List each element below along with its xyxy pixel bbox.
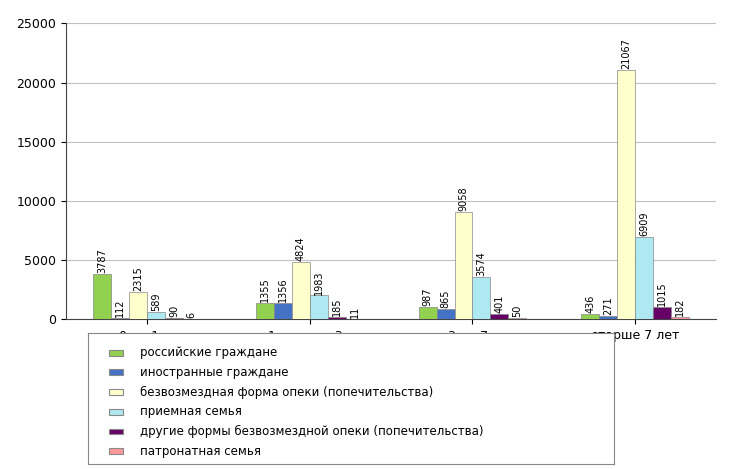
- Bar: [436, 309, 455, 319]
- Text: 4824: 4824: [296, 236, 306, 261]
- Bar: [256, 303, 274, 319]
- Text: 3574: 3574: [477, 251, 486, 276]
- FancyBboxPatch shape: [109, 350, 123, 356]
- Bar: [147, 312, 165, 319]
- Bar: [165, 318, 183, 319]
- Text: патронатная семья: патронатная семья: [140, 445, 262, 458]
- Bar: [653, 307, 671, 319]
- Text: 2315: 2315: [133, 266, 143, 291]
- Text: 987: 987: [423, 288, 433, 306]
- Bar: [292, 262, 310, 319]
- Bar: [94, 274, 111, 319]
- Bar: [508, 318, 526, 319]
- Bar: [111, 318, 129, 319]
- FancyBboxPatch shape: [109, 370, 123, 375]
- Text: 50: 50: [512, 305, 522, 318]
- FancyBboxPatch shape: [109, 429, 123, 434]
- Bar: [472, 277, 491, 319]
- Text: 1355: 1355: [260, 277, 270, 302]
- Text: 3787: 3787: [97, 249, 107, 273]
- Text: приемная семья: приемная семья: [140, 405, 242, 418]
- Text: 6: 6: [187, 312, 197, 318]
- Text: 182: 182: [675, 297, 685, 316]
- Bar: [617, 70, 635, 319]
- Bar: [491, 314, 508, 319]
- Text: 1015: 1015: [657, 281, 667, 306]
- Text: 865: 865: [441, 289, 450, 308]
- Bar: [455, 212, 472, 319]
- Text: другие формы безвозмездной опеки (попечительства): другие формы безвозмездной опеки (попечи…: [140, 425, 484, 438]
- Text: 1356: 1356: [278, 277, 288, 302]
- Text: 185: 185: [332, 297, 341, 316]
- Text: безвозмездная форма опеки (попечительства): безвозмездная форма опеки (попечительств…: [140, 386, 433, 399]
- Text: 271: 271: [603, 296, 613, 315]
- Bar: [581, 314, 599, 319]
- Text: 21067: 21067: [621, 38, 631, 69]
- Bar: [635, 237, 653, 319]
- Bar: [599, 316, 617, 319]
- Bar: [310, 295, 327, 319]
- FancyBboxPatch shape: [109, 409, 123, 415]
- Bar: [671, 317, 689, 319]
- Text: 589: 589: [151, 293, 161, 311]
- Text: 436: 436: [586, 295, 595, 313]
- Bar: [419, 307, 436, 319]
- Text: российские граждане: российские граждане: [140, 346, 278, 359]
- Text: 112: 112: [115, 298, 125, 317]
- Text: 11: 11: [349, 306, 360, 318]
- Text: 1983: 1983: [314, 270, 324, 295]
- Bar: [129, 292, 147, 319]
- FancyBboxPatch shape: [109, 448, 123, 454]
- Bar: [327, 317, 346, 319]
- Text: 90: 90: [169, 305, 179, 317]
- FancyBboxPatch shape: [109, 389, 123, 395]
- Text: 401: 401: [494, 295, 504, 313]
- Text: 6909: 6909: [639, 212, 649, 236]
- Text: 9058: 9058: [458, 186, 469, 211]
- Bar: [274, 303, 292, 319]
- Text: иностранные граждане: иностранные граждане: [140, 366, 289, 379]
